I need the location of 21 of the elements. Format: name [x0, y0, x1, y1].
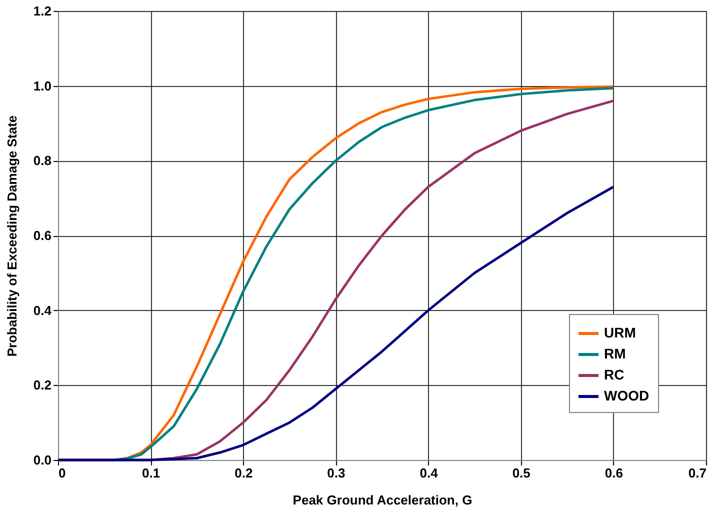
y-tick-label: 0.8: [33, 153, 52, 168]
x-tick-label: 0.3: [327, 466, 346, 480]
y-tick-label: 0.4: [33, 302, 52, 318]
y-tick-label: 1.0: [33, 78, 52, 94]
x-tick-label: 0.4: [420, 466, 439, 480]
y-axis-title: Probability of Exceeding Damage State: [4, 115, 20, 357]
y-tick-label: 1.2: [33, 4, 52, 18]
y-tick-label: 0.6: [33, 228, 52, 243]
legend-label: URM: [604, 324, 636, 340]
legend-label: RC: [604, 366, 624, 382]
x-tick-label: 0.6: [604, 466, 623, 480]
x-axis-title: Peak Ground Acceleration, G: [292, 492, 472, 508]
x-tick-label: 0.1: [142, 466, 160, 480]
y-tick-label: 0.0: [33, 452, 52, 468]
y-tick-label: 0.2: [33, 378, 52, 393]
x-tick-label: 0: [58, 466, 66, 480]
x-tick-label: 0.2: [234, 466, 253, 480]
legend-label: RM: [604, 346, 626, 362]
legend-label: WOOD: [604, 388, 650, 404]
x-tick-label: 0.7: [688, 466, 706, 480]
x-tick-label: 0.5: [512, 466, 530, 480]
